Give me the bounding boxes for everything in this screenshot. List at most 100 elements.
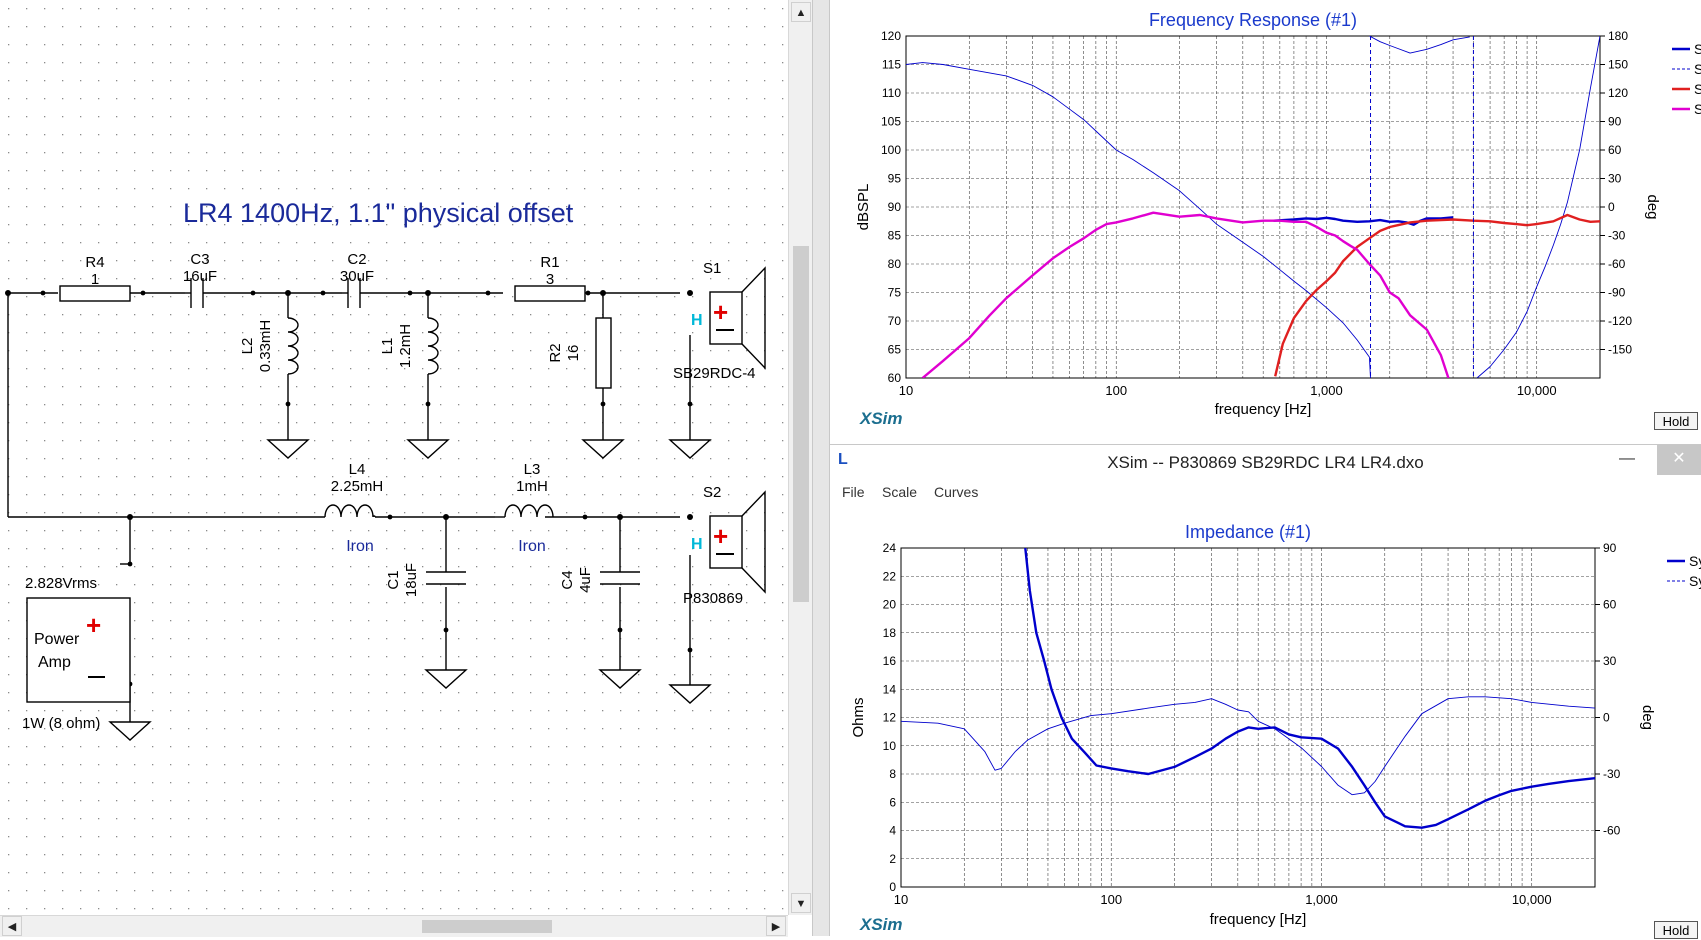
l4-value: 2.25mH [331, 478, 384, 495]
c1-name: C1 [385, 570, 402, 589]
x-axis-label: frequency [Hz] [1215, 401, 1312, 418]
inductor-l4[interactable]: L4 2.25mH Iron [324, 461, 384, 555]
schematic-canvas[interactable]: LR4 1400Hz, 1.1" physical offset R4 1 C3… [0, 0, 788, 915]
y-tick-label: 60 [888, 371, 902, 385]
chart-grid [901, 548, 1595, 887]
speaker-s1[interactable]: + H S1 SB29RDC-4 [673, 260, 766, 382]
menu-file[interactable]: File [842, 484, 865, 500]
c3-value: 16uF [183, 268, 217, 285]
vertical-scroll-thumb[interactable] [793, 246, 809, 602]
legend-item[interactable]: S1 [1694, 81, 1701, 97]
x-tick-label: 10,000 [1512, 892, 1552, 907]
series-line-s2 [921, 211, 1450, 378]
inductor-l1[interactable]: L1 1.2mH [379, 317, 439, 375]
ground-symbol [266, 439, 310, 459]
scroll-up-button[interactable]: ▲ [791, 2, 811, 22]
series-group [906, 36, 1600, 378]
r1-name: R1 [540, 254, 559, 271]
series-line-sys [1024, 548, 1595, 829]
chart-title: Frequency Response (#1) [1149, 10, 1357, 30]
y-tick-label: 110 [882, 86, 901, 100]
y-tick-label: 8 [889, 767, 896, 781]
hold-button[interactable]: Hold [1654, 412, 1698, 430]
ground-symbol [406, 439, 450, 459]
resistor-r4[interactable]: R4 1 [59, 254, 131, 302]
y2-tick-label: 60 [1603, 598, 1617, 612]
y2-tick-label: -30 [1603, 767, 1621, 781]
menu-scale[interactable]: Scale [882, 484, 918, 500]
schematic-vertical-scrollbar[interactable]: ▲ ▼ [788, 0, 813, 915]
close-button[interactable]: ✕ [1657, 445, 1701, 475]
resistor-r2[interactable]: R2 16 [547, 317, 612, 389]
y-tick-label: 0 [889, 880, 896, 894]
resistor-r1[interactable]: R1 3 [514, 254, 586, 302]
y-tick-label: 20 [883, 598, 897, 612]
y2-tick-label: 120 [1608, 86, 1628, 100]
legend-item[interactable]: Sys° [1689, 573, 1701, 589]
capacitor-c1[interactable]: C1 18uF [385, 563, 466, 597]
impedance-panel: Impedance (#1) 10 100 1,000 10,000 0 2 4 6 8 10 12 1… [830, 508, 1701, 939]
y-tick-label: 80 [888, 257, 902, 271]
l3-name: L3 [524, 461, 541, 478]
scroll-right-button[interactable]: ▶ [766, 916, 786, 936]
y-tick-label: 10 [883, 739, 897, 753]
menu-curves[interactable]: Curves [934, 484, 979, 500]
l2-value: 0.33mH [257, 320, 274, 373]
inductor-l2[interactable]: L2 0.33mH [239, 317, 299, 375]
horizontal-scroll-thumb[interactable] [422, 920, 552, 933]
r1-value: 3 [546, 271, 554, 288]
s2-name: S2 [703, 484, 721, 501]
y-axis-label: dBSPL [855, 184, 872, 231]
schematic-pane[interactable]: LR4 1400Hz, 1.1" physical offset R4 1 C3… [0, 0, 813, 937]
y-tick-label: 105 [881, 115, 901, 129]
y-tick-label: 95 [888, 172, 902, 186]
inductor-l3[interactable]: L3 1mH Iron [495, 461, 554, 555]
minimize-button[interactable]: — [1619, 450, 1635, 467]
series-line-sys-phase [901, 696, 1595, 796]
window-titlebar[interactable]: L XSim -- P830869 SB29RDC LR4 LR4.dxo — … [830, 444, 1701, 479]
ground-symbol [581, 439, 625, 459]
hold-button[interactable]: Hold [1654, 921, 1698, 939]
amp-label-1: Power [34, 631, 80, 648]
l1-name: L1 [379, 338, 396, 355]
schematic-horizontal-scrollbar[interactable]: ◀ ▶ [0, 915, 788, 937]
y-tick-label: 90 [888, 200, 902, 214]
terminal-marker-icon: H [691, 312, 703, 329]
polarity-plus-icon: + [713, 297, 728, 327]
legend-item[interactable]: Sys° [1694, 61, 1701, 77]
y2-tick-label: 0 [1603, 711, 1610, 725]
l2-name: L2 [239, 338, 256, 355]
capacitor-c2[interactable]: C2 30uF [340, 251, 374, 308]
capacitor-c3[interactable]: C3 16uF [183, 251, 217, 308]
y2-tick-label: -90 [1608, 286, 1626, 300]
series-line-sys-phase [906, 62, 1371, 378]
legend-item[interactable]: S2 [1694, 101, 1701, 117]
x-tick-label: 100 [1100, 892, 1122, 907]
amp-voltage: 2.828Vrms [25, 575, 97, 592]
frequency-response-panel: Frequency Response (#1) 10 100 1,000 10,000 6… [830, 0, 1701, 444]
pane-splitter[interactable] [812, 0, 830, 936]
scroll-left-button[interactable]: ◀ [2, 916, 22, 936]
xsim-brand: XSim [859, 915, 903, 934]
x-tick-label: 100 [1105, 383, 1127, 398]
speaker-s2[interactable]: + H S2 P830869 [683, 484, 766, 607]
schematic-title: LR4 1400Hz, 1.1" physical offset [183, 198, 574, 228]
y2-tick-label: 180 [1608, 29, 1628, 43]
legend-item[interactable]: Sys [1694, 41, 1701, 57]
l4-core: Iron [346, 538, 374, 555]
impedance-chart[interactable]: Impedance (#1)10 100 1,000 10,0000246810121… [830, 508, 1701, 936]
y-tick-label: 24 [883, 541, 897, 555]
legend-item[interactable]: Sys [1689, 553, 1701, 569]
frequency-response-chart[interactable]: Frequency Response (#1) 10 100 1,000 10,000 6… [830, 0, 1701, 444]
y2-tick-label: 30 [1603, 654, 1617, 668]
capacitor-c4[interactable]: C4 4uF [559, 566, 640, 593]
window-title: XSim -- P830869 SB29RDC LR4 LR4.dxo [1107, 453, 1424, 472]
y2-tick-label: 90 [1608, 115, 1622, 129]
series-line-s1 [1274, 213, 1600, 377]
x-tick-label: 10 [899, 383, 913, 398]
power-amp[interactable]: 2.828Vrms Power Amp + 1W (8 ohm) [22, 575, 131, 732]
scroll-down-button[interactable]: ▼ [791, 893, 811, 913]
y-tick-label: 16 [883, 654, 897, 668]
terminal-marker-icon: H [691, 536, 703, 553]
y2-tick-label: -150 [1608, 343, 1632, 357]
